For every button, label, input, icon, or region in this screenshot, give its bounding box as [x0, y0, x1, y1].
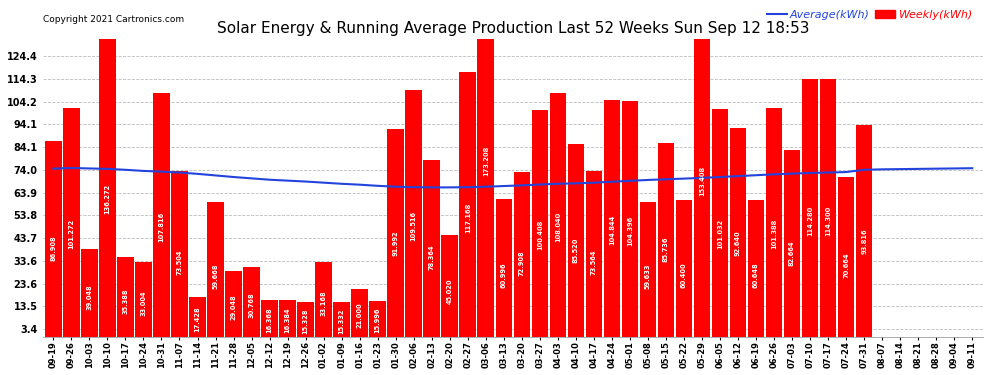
Bar: [226, 271, 242, 337]
Text: 91.992: 91.992: [393, 231, 399, 256]
Text: 39.048: 39.048: [86, 284, 92, 310]
Bar: [244, 267, 259, 337]
Bar: [406, 90, 422, 337]
Text: 72.908: 72.908: [519, 250, 525, 276]
Text: 107.816: 107.816: [158, 212, 164, 242]
Text: 85.520: 85.520: [573, 237, 579, 262]
Bar: [117, 257, 134, 337]
Bar: [189, 297, 206, 337]
Text: 60.400: 60.400: [681, 262, 687, 288]
Bar: [784, 150, 800, 337]
Bar: [46, 141, 61, 337]
Text: 117.168: 117.168: [464, 202, 471, 233]
Text: 21.000: 21.000: [356, 303, 362, 328]
Text: 73.564: 73.564: [591, 249, 597, 275]
Bar: [279, 300, 296, 337]
Text: 104.844: 104.844: [609, 215, 615, 245]
Text: 114.280: 114.280: [807, 206, 813, 236]
Bar: [334, 302, 349, 337]
Bar: [567, 144, 584, 337]
Bar: [387, 129, 404, 337]
Text: 173.208: 173.208: [483, 146, 489, 176]
Text: 59.633: 59.633: [644, 264, 651, 289]
Bar: [81, 249, 98, 337]
Text: 101.032: 101.032: [717, 219, 723, 249]
Bar: [297, 302, 314, 337]
Text: 60.648: 60.648: [753, 262, 759, 288]
Text: 108.040: 108.040: [554, 212, 561, 242]
Bar: [153, 93, 169, 337]
Text: 29.048: 29.048: [231, 294, 237, 320]
Bar: [207, 202, 224, 337]
Bar: [477, 0, 494, 337]
Bar: [549, 93, 566, 337]
Text: 15.332: 15.332: [339, 309, 345, 334]
Text: 93.816: 93.816: [861, 229, 867, 254]
Text: 59.668: 59.668: [213, 263, 219, 289]
Text: 101.272: 101.272: [68, 219, 74, 249]
Text: 104.396: 104.396: [627, 216, 633, 246]
Bar: [838, 177, 854, 337]
Text: 15.996: 15.996: [374, 308, 381, 333]
Bar: [766, 108, 782, 337]
Text: 16.368: 16.368: [266, 308, 272, 333]
Text: 82.664: 82.664: [789, 240, 795, 266]
Bar: [99, 29, 116, 337]
Bar: [586, 171, 602, 337]
Bar: [820, 79, 837, 337]
Bar: [676, 201, 692, 337]
Text: 17.428: 17.428: [194, 306, 201, 332]
Bar: [747, 200, 764, 337]
Bar: [604, 100, 620, 337]
Bar: [622, 101, 639, 337]
Text: 35.388: 35.388: [123, 288, 129, 314]
Bar: [496, 199, 512, 337]
Bar: [442, 235, 458, 337]
Text: 78.364: 78.364: [429, 244, 435, 270]
Text: 33.004: 33.004: [141, 291, 147, 316]
Text: 73.504: 73.504: [176, 249, 182, 275]
Bar: [316, 262, 332, 337]
Text: 92.640: 92.640: [735, 230, 742, 255]
Bar: [261, 300, 278, 337]
Bar: [459, 72, 476, 337]
Text: 60.996: 60.996: [501, 262, 507, 288]
Text: 101.388: 101.388: [771, 219, 777, 249]
Text: 45.020: 45.020: [446, 278, 452, 304]
Bar: [640, 202, 656, 337]
Bar: [369, 301, 386, 337]
Bar: [351, 290, 368, 337]
Text: 100.408: 100.408: [537, 220, 543, 250]
Bar: [136, 262, 151, 337]
Bar: [171, 171, 188, 337]
Text: 114.300: 114.300: [825, 206, 832, 236]
Text: 136.272: 136.272: [104, 183, 111, 213]
Text: 70.664: 70.664: [843, 252, 849, 278]
Text: 16.384: 16.384: [284, 308, 291, 333]
Bar: [802, 79, 819, 337]
Bar: [514, 172, 530, 337]
Text: 86.908: 86.908: [50, 236, 56, 261]
Text: 109.516: 109.516: [411, 210, 417, 241]
Bar: [730, 128, 746, 337]
Bar: [657, 143, 674, 337]
Text: 153.408: 153.408: [699, 166, 705, 196]
Text: 85.736: 85.736: [663, 237, 669, 262]
Bar: [694, 0, 710, 337]
Bar: [424, 160, 440, 337]
Text: 33.168: 33.168: [321, 290, 327, 316]
Bar: [855, 125, 872, 337]
Text: Copyright 2021 Cartronics.com: Copyright 2021 Cartronics.com: [43, 15, 184, 24]
Legend: Average(kWh), Weekly(kWh): Average(kWh), Weekly(kWh): [762, 6, 977, 25]
Text: 15.328: 15.328: [303, 309, 309, 334]
Text: 30.768: 30.768: [248, 293, 254, 318]
Title: Solar Energy & Running Average Production Last 52 Weeks Sun Sep 12 18:53: Solar Energy & Running Average Productio…: [217, 21, 809, 36]
Bar: [532, 110, 548, 337]
Bar: [712, 109, 729, 337]
Bar: [63, 108, 79, 337]
